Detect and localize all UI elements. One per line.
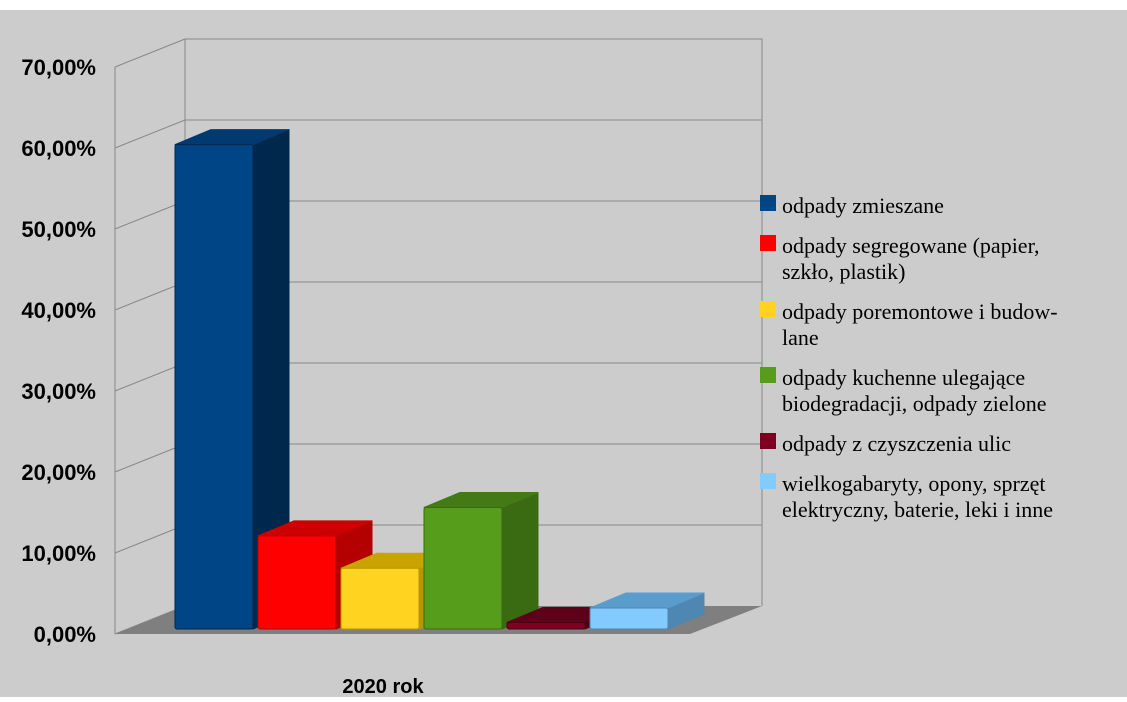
side-wall-gridline [114,38,186,68]
legend-item: odpady segregowane (papier,szkło, plasti… [760,233,1040,284]
y-tick-label: 0,00% [34,622,96,647]
bar-front-face [423,507,503,630]
bar-front-face [257,535,337,630]
legend-label: lane [782,325,819,350]
y-tick-label: 50,00% [21,217,96,242]
bar-front-face [506,622,586,630]
x-axis-category-labels: 2020 rok [342,676,424,698]
legend-label: odpady poremontowe i budow- [782,299,1058,324]
legend-item: odpady poremontowe i budow-lane [760,299,1058,350]
legend-item: odpady zmieszane [760,193,944,218]
bar [589,592,705,630]
bar-side-face [501,492,539,630]
legend-swatch [760,301,776,317]
legend-label: szkło, plastik) [782,259,905,284]
side-wall-gridline [114,443,186,473]
legend-item: wielkogabaryty, opony, sprzętelektryczny… [760,471,1053,522]
legend-swatch [760,367,776,383]
bars [174,129,705,630]
legend-label: odpady segregowane (papier, [782,233,1040,258]
bar-front-face [340,567,420,630]
y-tick-label: 60,00% [21,136,96,161]
legend-swatch [760,195,776,211]
legend-label: biodegradacji, odpady zielone [782,391,1047,416]
x-category-label: 2020 rok [342,676,424,697]
bar [174,129,290,630]
bar-front-face [589,607,669,630]
side-wall-gridline [114,200,186,230]
bar-front-face [174,144,254,630]
legend-label: odpady kuchenne ulegające [782,365,1025,390]
side-wall-gridline [114,524,186,554]
legend-item: odpady kuchenne ulegającebiodegradacji, … [760,365,1047,416]
y-tick-label: 40,00% [21,298,96,323]
chart-background [0,10,1127,697]
y-tick-label: 20,00% [21,460,96,485]
legend-label: odpady zmieszane [782,193,944,218]
legend-label: wielkogabaryty, opony, sprzęt [782,471,1046,496]
y-axis-tick-labels: 0,00% 10,00% 20,00% 30,00% 40,00% 50,00% 60,00… [21,55,96,647]
legend-swatch [760,433,776,449]
legend-item: odpady z czyszczenia ulic [760,431,1011,456]
legend-swatch [760,235,776,251]
legend-label: elektryczny, baterie, leki i inne [782,497,1053,522]
y-tick-label: 30,00% [21,379,96,404]
y-tick-label: 70,00% [21,55,96,80]
legend: odpady zmieszane odpady segregowane (papi… [760,193,1058,522]
bar [423,492,539,630]
y-tick-label: 10,00% [21,541,96,566]
side-wall-gridline [114,281,186,311]
legend-label: odpady z czyszczenia ulic [782,431,1011,456]
legend-swatch [760,473,776,489]
side-wall-gridline [114,362,186,392]
side-wall-gridline [114,119,186,149]
